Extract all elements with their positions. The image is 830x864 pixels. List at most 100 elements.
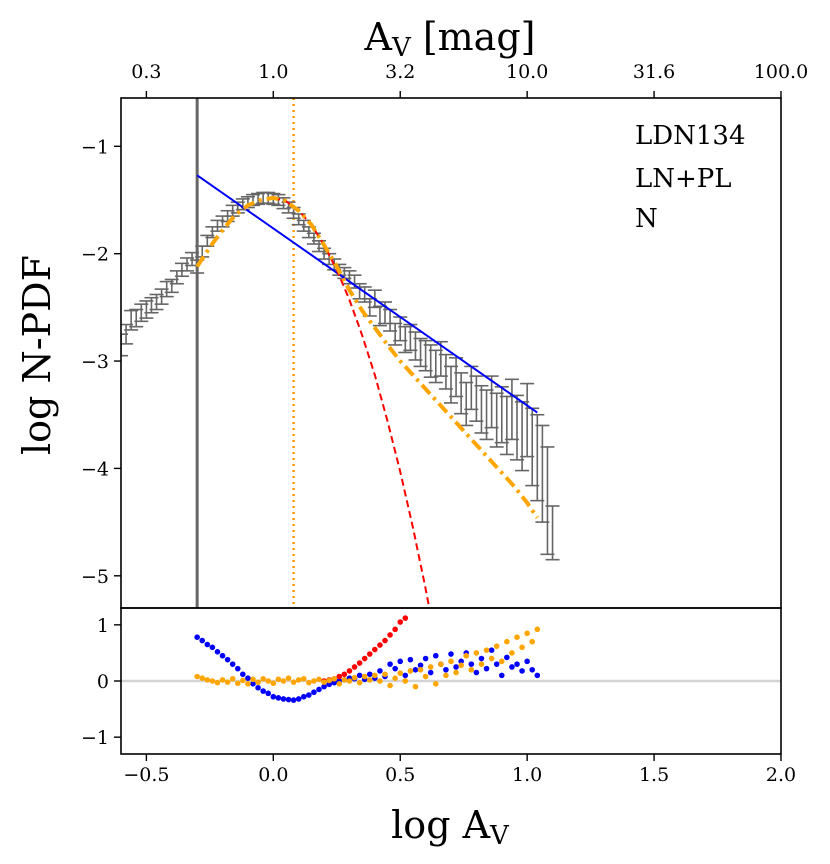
x-tick-label: 1.0: [512, 764, 542, 786]
residual-panel-data: [121, 615, 781, 703]
pl-residuals-point: [311, 689, 317, 696]
pl-residuals-point: [194, 634, 200, 640]
ln-pl-residuals-point: [204, 677, 211, 683]
pl-residuals-point: [524, 658, 530, 665]
ln-residuals-point: [392, 626, 398, 633]
pl-residuals-point: [392, 665, 398, 672]
ln-pl-residuals-point: [468, 666, 475, 673]
x-tick-label: 0.0: [258, 764, 288, 786]
ln-pl-residuals-point: [427, 664, 434, 670]
ln-pl-residuals-point: [311, 678, 317, 684]
y-axis-title: log N-PDF: [15, 255, 59, 455]
bottom-x-axis-title: log AV: [391, 803, 510, 851]
ln-pl-residuals-point: [397, 670, 404, 676]
pl-residuals-point: [204, 641, 211, 648]
ln-pl-residuals-point: [372, 672, 378, 679]
ln-pl-residuals-point: [509, 650, 515, 656]
ln-pl-residuals-point: [463, 652, 470, 659]
ln-pl-residuals-point: [392, 675, 398, 681]
ln-residuals-point: [397, 619, 404, 625]
ln-residuals-point: [387, 632, 393, 638]
pl-residuals-point: [326, 681, 332, 688]
top-x-tick-label: 0.3: [131, 61, 161, 83]
pl-residuals-point: [498, 672, 505, 679]
pl-residuals-point: [417, 662, 424, 669]
pl-residuals-point: [245, 675, 251, 681]
pl-residuals-point: [488, 647, 495, 653]
dataset-label: N: [635, 204, 658, 234]
ln-pl-residuals-point: [346, 678, 353, 684]
pl-residuals-point: [407, 656, 414, 663]
ln-pl-residuals-point: [351, 674, 358, 681]
ln-residuals-point: [336, 673, 343, 680]
pl-residuals-point: [229, 661, 236, 667]
ln-pl-residuals-point: [387, 682, 393, 689]
ln-pl-residuals-point: [366, 677, 373, 683]
ln-pl-residuals-point: [336, 681, 343, 687]
ln-pl-residuals-point: [453, 669, 459, 676]
ln-pl-residuals-point: [412, 683, 419, 690]
pl-residuals-point: [285, 696, 292, 703]
pl-residuals-point: [534, 672, 541, 679]
ln-residuals-point: [341, 671, 348, 678]
ln-pl-residuals-point: [234, 680, 241, 687]
pl-residuals-point: [509, 664, 515, 670]
ln-pl-residuals-point: [316, 676, 322, 683]
ln-residuals-point: [372, 646, 378, 653]
pl-residuals-point: [316, 686, 322, 693]
x-tick-label: 2.0: [766, 764, 796, 786]
pl-residuals-point: [240, 671, 246, 678]
ln-pl-residuals-point: [407, 668, 414, 674]
pl-residuals-point: [422, 655, 429, 662]
ln-pl-residuals-point: [514, 634, 520, 640]
pl-residuals-point: [412, 666, 419, 673]
ln-pl-residuals-point: [331, 675, 338, 682]
ln-pl-residuals-point: [356, 679, 363, 686]
pl-residuals-point: [250, 681, 256, 687]
ln-fit-line: [273, 196, 431, 608]
ln-pl-residuals-point: [199, 675, 206, 681]
pl-residuals-point: [265, 690, 272, 697]
ln-pl-residuals-point: [498, 658, 505, 665]
pl-residuals-point: [493, 661, 500, 667]
ln-pl-residuals-point: [493, 643, 500, 649]
ln-pl-residuals-point: [341, 677, 348, 683]
ln-pl-residuals-point: [432, 681, 439, 687]
pl-residuals-point: [219, 652, 226, 659]
x-tick-label: −0.5: [123, 764, 169, 786]
ln-pl-residuals-point: [478, 661, 485, 667]
ln-residuals-point: [356, 660, 363, 666]
ln-pl-residuals-point: [524, 630, 530, 637]
pl-residuals-point: [260, 688, 266, 694]
residual-y-tick-label: 0: [97, 671, 109, 693]
x-tick-label: 1.5: [639, 764, 669, 786]
top-x-tick-label: 3.2: [385, 61, 415, 83]
ln-residuals-point: [402, 615, 409, 621]
y-tick-label: −1: [81, 136, 109, 158]
pl-residuals-point: [214, 649, 221, 655]
pl-residuals-point: [468, 661, 475, 667]
pl-residuals-point: [514, 661, 520, 667]
pl-residuals-point: [234, 665, 241, 672]
ln-pl-residuals-point: [255, 679, 261, 685]
ln-pl-residuals-point: [438, 661, 444, 667]
pl-residuals-point: [209, 644, 216, 651]
ln-pl-residuals-point: [224, 679, 231, 685]
ln-pl-residuals-point: [306, 679, 312, 686]
pl-residuals-point: [478, 655, 485, 662]
ln-residuals-point: [346, 668, 353, 674]
pl-residuals-point: [280, 696, 287, 702]
pl-residuals-point: [397, 658, 404, 665]
pl-residuals-point: [443, 666, 449, 673]
pl-residuals-point: [504, 654, 510, 661]
pl-residuals-point: [290, 697, 297, 703]
axis-ticks: −0.5 0.0 0.5 1.0 1.5 2.0 0.3 1.0 3.2 10.0 31.6 100.…: [81, 61, 808, 786]
ln-residuals-point: [361, 655, 368, 662]
ln-pl-residuals-point: [260, 675, 266, 682]
pl-residuals-point: [366, 671, 373, 678]
ln-pl-residuals-point: [473, 650, 480, 656]
ln-pl-residuals-point: [488, 655, 495, 662]
pl-residuals-point: [432, 652, 439, 659]
top-x-tick-label: 100.0: [754, 61, 808, 83]
ln-pl-residuals-point: [280, 678, 287, 684]
